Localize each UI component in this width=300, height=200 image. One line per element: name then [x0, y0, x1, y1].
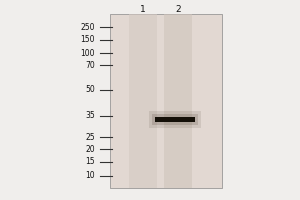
Text: 10: 10: [85, 171, 95, 180]
Text: 25: 25: [85, 132, 95, 142]
Text: 35: 35: [85, 112, 95, 120]
Bar: [110, 14, 222, 188]
Text: 1: 1: [140, 4, 146, 14]
Text: 150: 150: [80, 36, 95, 45]
Bar: [152, 114, 198, 124]
Text: 2: 2: [175, 4, 181, 14]
Text: 20: 20: [85, 144, 95, 154]
Text: 50: 50: [85, 86, 95, 95]
Text: 15: 15: [85, 158, 95, 166]
Bar: [129, 14, 157, 188]
Bar: [164, 14, 192, 188]
Text: 70: 70: [85, 60, 95, 70]
Bar: [149, 110, 201, 128]
Bar: [155, 116, 195, 121]
Text: 100: 100: [80, 48, 95, 58]
Text: 250: 250: [80, 22, 95, 31]
